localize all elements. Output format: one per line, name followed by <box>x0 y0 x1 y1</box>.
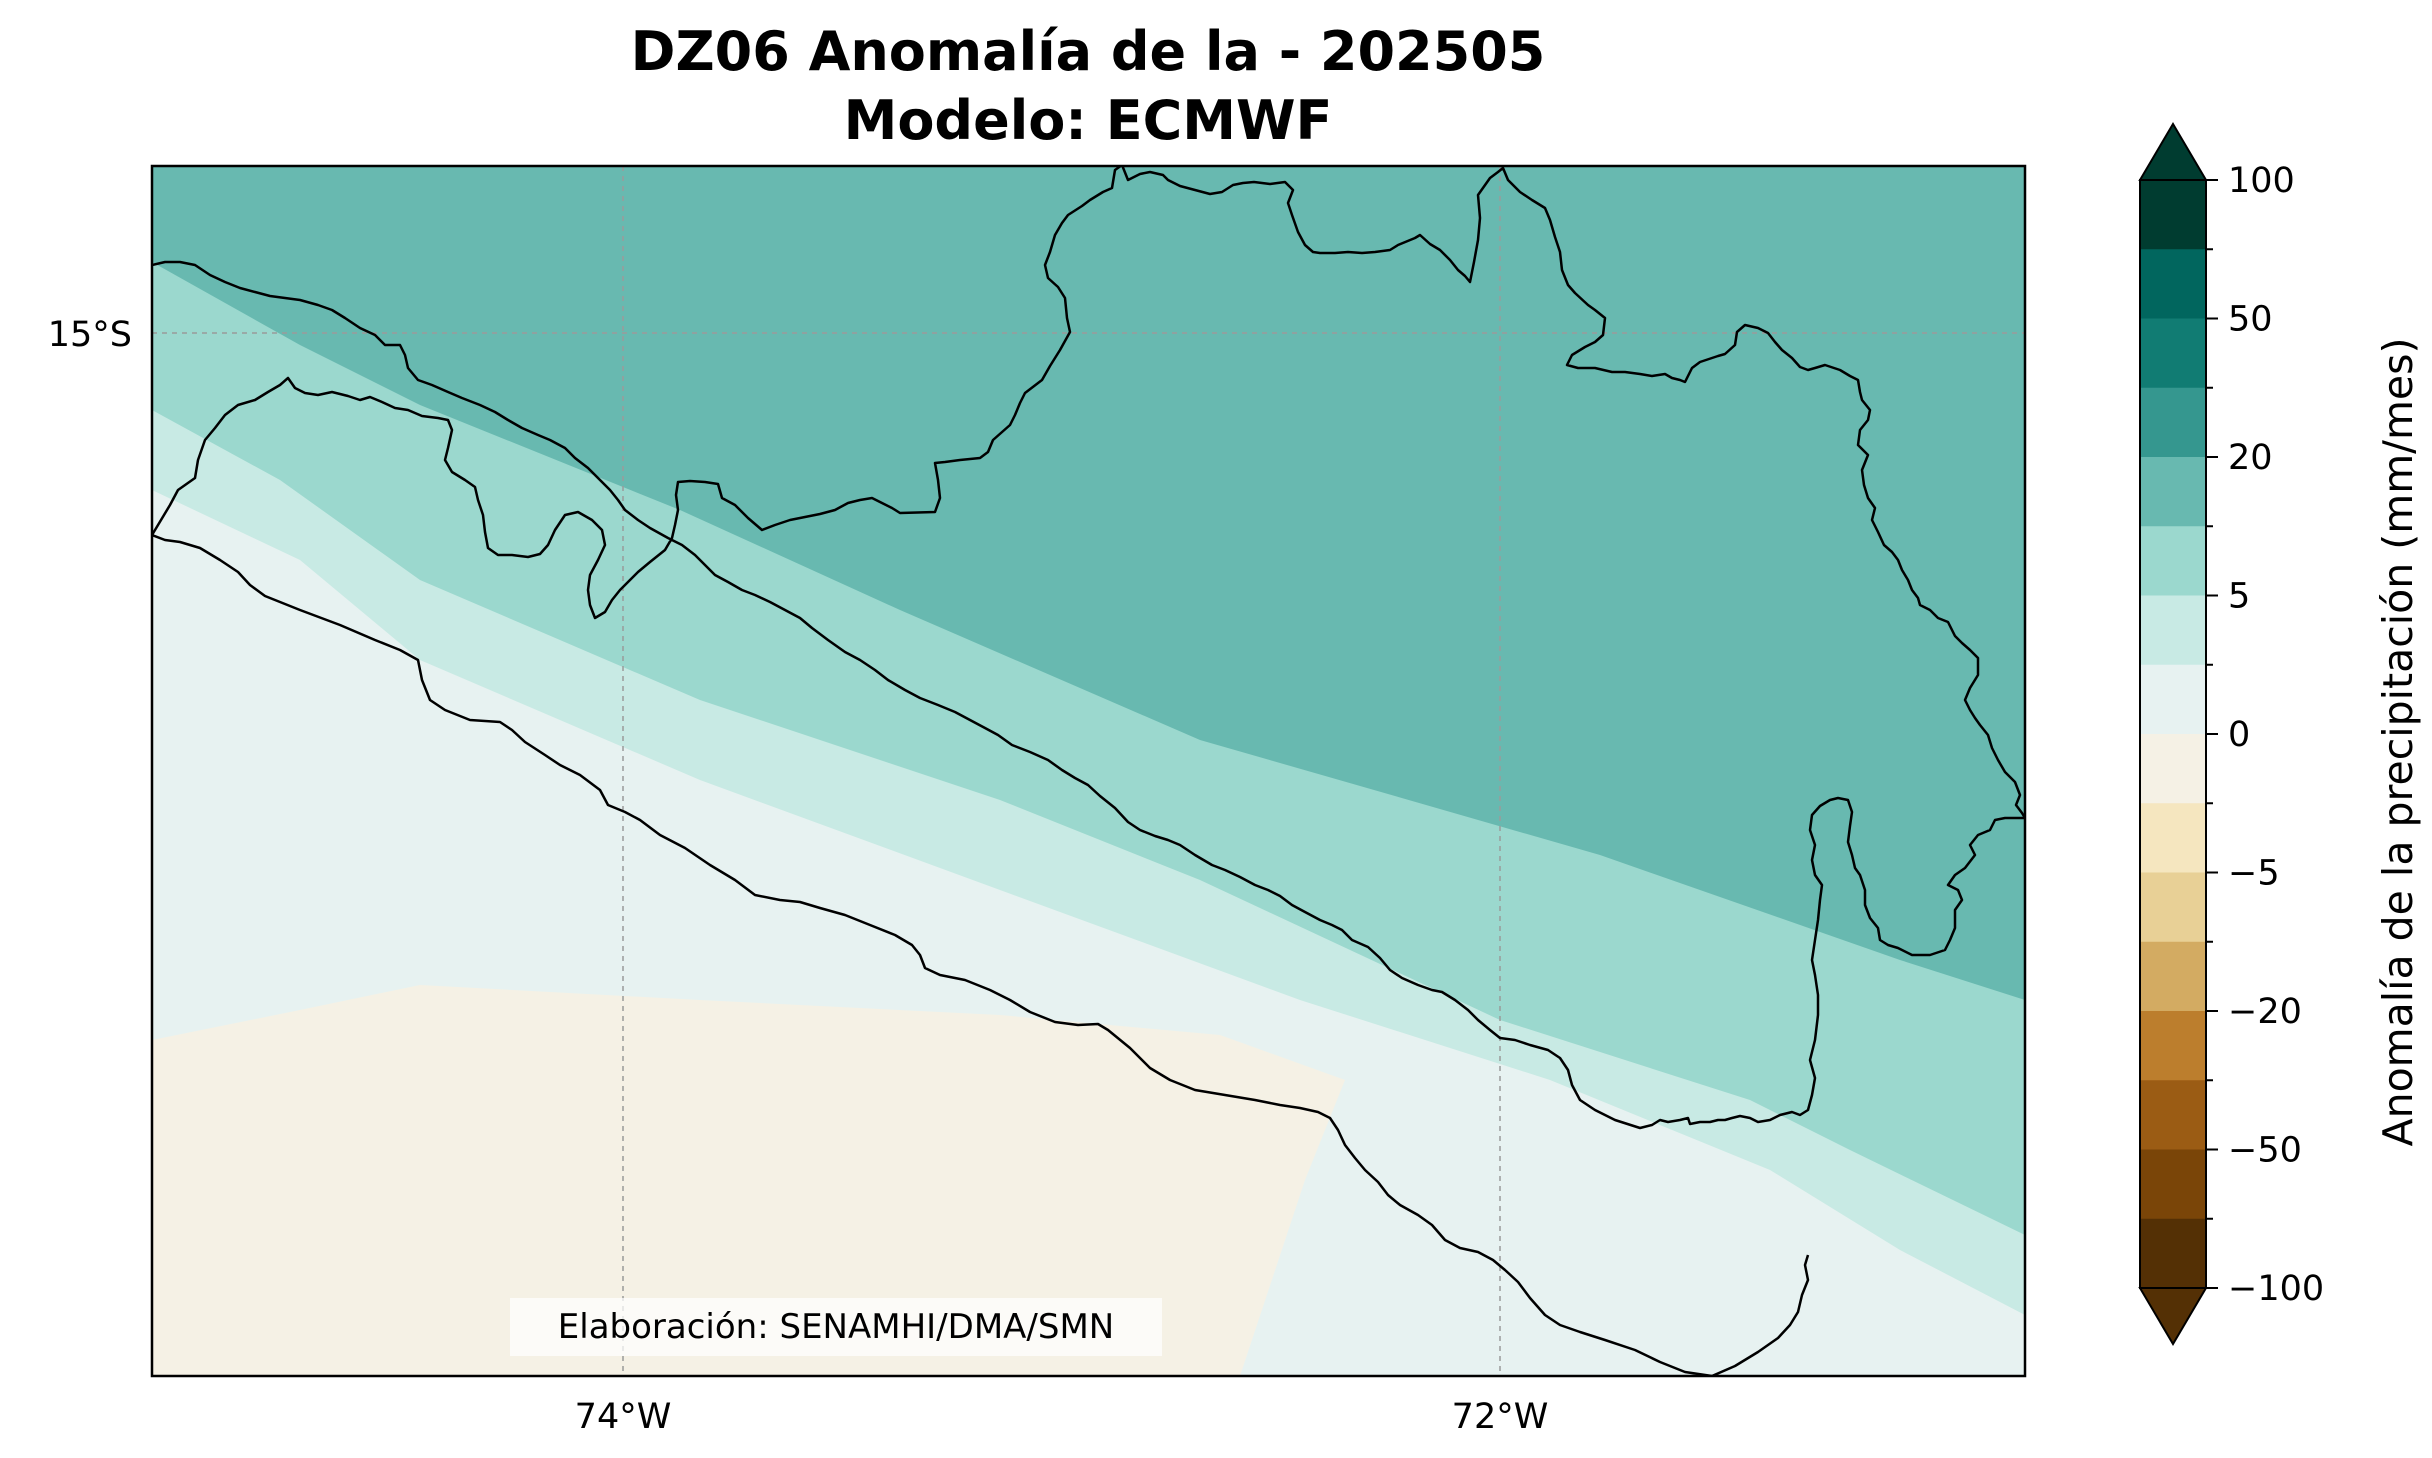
colorbar-segment <box>2140 457 2206 527</box>
title-line-1: DZ06 Anomalía de la - 202505 <box>631 20 1546 83</box>
colorbar-segment <box>2140 180 2206 250</box>
colorbar-segment <box>2140 1080 2206 1151</box>
colorbar-segment <box>2140 526 2206 597</box>
credit-text: Elaboración: SENAMHI/DMA/SMN <box>558 1307 1114 1347</box>
colorbar-segment <box>2140 1011 2206 1081</box>
colorbar-tick-label: −50 <box>2228 1131 2302 1171</box>
colorbar-segment <box>2140 941 2206 1012</box>
colorbar-tick-label: −100 <box>2228 1269 2324 1309</box>
credit-box: Elaboración: SENAMHI/DMA/SMN <box>510 1298 1162 1356</box>
colorbar-segment <box>2140 803 2206 874</box>
colorbar-tick-label: −20 <box>2228 992 2302 1032</box>
colorbar-tick-label: 5 <box>2228 577 2250 617</box>
lon-tick-72w: 72°W <box>1452 1397 1549 1437</box>
colorbar-segment <box>2140 595 2206 666</box>
colorbar-tick-label: 50 <box>2228 300 2273 340</box>
colorbar-segment <box>2140 664 2206 735</box>
map-frame <box>150 164 2027 1378</box>
title-line-2: Modelo: ECMWF <box>844 89 1333 152</box>
anomaly-region-neg2-0 <box>152 985 1345 1376</box>
colorbar-tick-label: −5 <box>2228 854 2280 894</box>
colorbar-segment <box>2140 318 2206 389</box>
gridlines <box>152 166 2025 1376</box>
colorbar-segment <box>2140 1218 2206 1289</box>
credit-background <box>510 1298 1162 1356</box>
anomaly-contours <box>152 166 2025 1376</box>
colorbar-label: Anomalía de la precipitación (mm/mes) <box>2374 338 2422 1147</box>
colorbar-segment <box>2140 734 2206 804</box>
region-boundary <box>152 166 2025 1130</box>
colorbar-extend-min <box>2138 1287 2208 1346</box>
lat-tick-15s: 15°S <box>48 315 132 355</box>
colorbar-segment <box>2140 872 2206 943</box>
colorbar-tick-label: 0 <box>2228 715 2250 755</box>
colorbar-segment <box>2140 387 2206 458</box>
lon-tick-74w: 74°W <box>575 1397 672 1437</box>
coastline <box>152 533 1810 1376</box>
colorbar-segment <box>2140 249 2206 320</box>
colorbar-extend-max <box>2138 122 2208 181</box>
colorbar-segment <box>2140 1149 2206 1220</box>
colorbar <box>2138 122 2208 1346</box>
colorbar-tick-label: 100 <box>2228 161 2295 201</box>
colorbar-tick-label: 20 <box>2228 438 2273 478</box>
